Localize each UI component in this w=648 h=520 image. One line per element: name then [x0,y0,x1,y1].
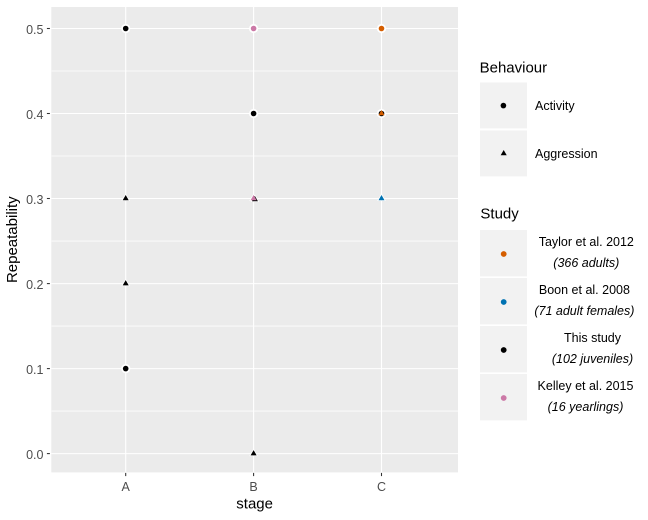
svg-text:B: B [249,480,257,494]
svg-text:(16 yearlings): (16 yearlings) [548,400,624,414]
svg-text:0.1: 0.1 [26,363,43,377]
svg-text:0.0: 0.0 [26,448,43,462]
svg-text:Behaviour: Behaviour [480,60,548,77]
svg-text:Boon et al. 2008: Boon et al. 2008 [539,283,630,297]
svg-text:stage: stage [236,496,273,513]
svg-text:(102 juveniles): (102 juveniles) [552,352,633,366]
svg-text:0.5: 0.5 [26,23,43,37]
svg-text:0.3: 0.3 [26,193,43,207]
svg-text:0.4: 0.4 [26,108,43,122]
svg-text:Taylor et al. 2012: Taylor et al. 2012 [539,235,634,249]
svg-text:A: A [122,480,131,494]
svg-text:Kelley et al. 2015: Kelley et al. 2015 [538,379,634,393]
svg-text:(71 adult females): (71 adult females) [534,304,634,318]
svg-text:Aggression: Aggression [535,147,598,161]
svg-text:(366 adults): (366 adults) [553,256,619,270]
svg-text:C: C [377,480,386,494]
svg-text:Repeatability: Repeatability [4,196,21,283]
svg-text:0.2: 0.2 [26,278,43,292]
svg-text:Study: Study [480,206,519,223]
svg-text:Activity: Activity [535,99,575,113]
svg-text:This study: This study [564,331,622,345]
